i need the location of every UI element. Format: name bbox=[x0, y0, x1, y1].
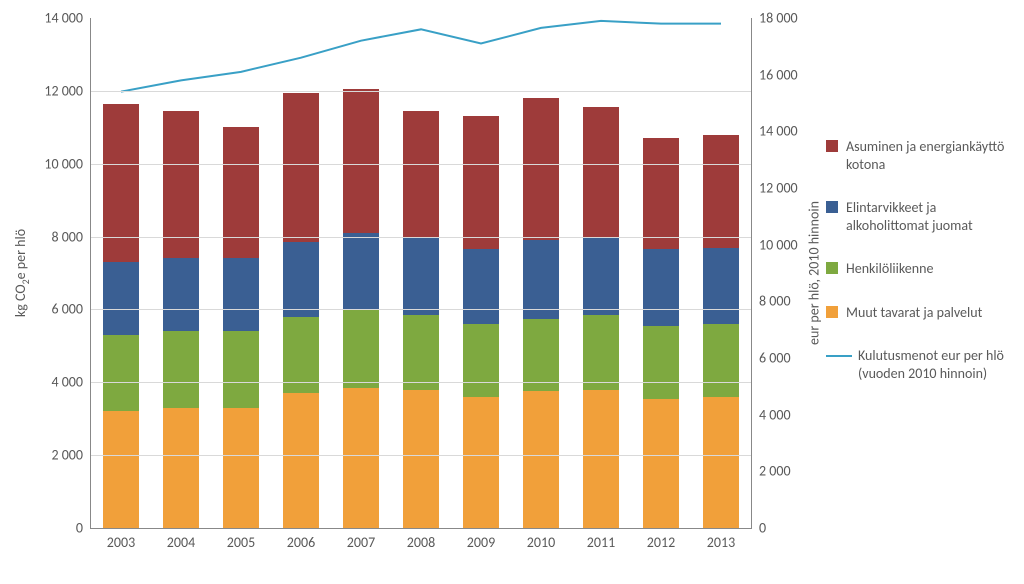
legend-item-elintarvikkeet: Elintarvikkeet ja alkoholittomat juomat bbox=[826, 199, 1018, 234]
y2-tick-label: 6 000 bbox=[751, 350, 791, 367]
line-series-path bbox=[121, 21, 721, 92]
y2-tick-label: 0 bbox=[751, 520, 766, 537]
y1-tick-label: 6 000 bbox=[51, 301, 91, 318]
x-tick-label: 2008 bbox=[407, 534, 435, 551]
y2-tick-label: 16 000 bbox=[751, 66, 798, 83]
y2-tick-label: 12 000 bbox=[751, 180, 798, 197]
grid-line bbox=[91, 455, 751, 456]
legend-label: Muut tavarat ja palvelut bbox=[846, 304, 982, 322]
legend-item-henkilo: Henkilöliikenne bbox=[826, 260, 1018, 278]
legend-swatch-henkilo bbox=[826, 262, 838, 274]
y2-axis-label: eur per hlö, 2010 hinnoin bbox=[806, 201, 823, 345]
y1-tick-label: 4 000 bbox=[51, 374, 91, 391]
x-tick-label: 2010 bbox=[527, 534, 555, 551]
y1-axis-label: kg CO2e per hlö bbox=[12, 229, 32, 317]
y1-tick-label: 10 000 bbox=[44, 155, 91, 172]
grid-line bbox=[91, 91, 751, 92]
x-tick-label: 2004 bbox=[167, 534, 195, 551]
legend-label: Elintarvikkeet ja alkoholittomat juomat bbox=[846, 199, 1006, 234]
legend-swatch-line bbox=[826, 349, 852, 361]
x-tick-label: 2006 bbox=[287, 534, 315, 551]
y1-tick-label: 2 000 bbox=[51, 447, 91, 464]
legend-label: Asuminen ja energiankäyttö kotona bbox=[846, 138, 1006, 173]
legend-label: Kulutusmenot eur per hlö (vuoden 2010 hi… bbox=[858, 347, 1018, 382]
line-svg bbox=[91, 18, 751, 528]
y2-tick-label: 10 000 bbox=[751, 236, 798, 253]
chart-container: 0 2 000 4 000 6 000 8 000 10 000 12 000 14 000 0… bbox=[0, 0, 1024, 584]
legend-item-asuminen: Asuminen ja energiankäyttö kotona bbox=[826, 138, 1018, 173]
y2-tick-label: 18 000 bbox=[751, 10, 798, 27]
grid-line bbox=[91, 382, 751, 383]
x-tick-label: 2003 bbox=[107, 534, 135, 551]
legend: Asuminen ja energiankäyttö kotona Elinta… bbox=[826, 138, 1018, 408]
y2-tick-label: 2 000 bbox=[751, 463, 791, 480]
y1-tick-label: 12 000 bbox=[44, 82, 91, 99]
y1-tick-label: 8 000 bbox=[51, 228, 91, 245]
x-tick-label: 2011 bbox=[587, 534, 615, 551]
x-tick-label: 2012 bbox=[647, 534, 675, 551]
legend-item-line: Kulutusmenot eur per hlö (vuoden 2010 hi… bbox=[826, 347, 1018, 382]
y1-axis-label-text: kg CO2e per hlö bbox=[12, 229, 29, 317]
grid-line bbox=[91, 237, 751, 238]
y2-tick-label: 4 000 bbox=[751, 406, 791, 423]
y2-tick-label: 14 000 bbox=[751, 123, 798, 140]
legend-swatch-muut bbox=[826, 306, 838, 318]
legend-label: Henkilöliikenne bbox=[846, 260, 933, 278]
y2-tick-label: 8 000 bbox=[751, 293, 791, 310]
line-layer bbox=[91, 18, 751, 528]
grid-line bbox=[91, 164, 751, 165]
legend-swatch-elintarvikkeet bbox=[826, 201, 838, 213]
plot-area: 02 0004 0006 0008 00010 00012 00014 0000… bbox=[90, 18, 752, 529]
x-tick-label: 2007 bbox=[347, 534, 375, 551]
x-tick-label: 2013 bbox=[707, 534, 735, 551]
x-tick-label: 2009 bbox=[467, 534, 495, 551]
legend-swatch-asuminen bbox=[826, 140, 838, 152]
y1-tick-label: 0 bbox=[76, 520, 91, 537]
legend-item-muut: Muut tavarat ja palvelut bbox=[826, 304, 1018, 322]
grid-line bbox=[91, 309, 751, 310]
x-tick-label: 2005 bbox=[227, 534, 255, 551]
y1-tick-label: 14 000 bbox=[44, 10, 91, 27]
